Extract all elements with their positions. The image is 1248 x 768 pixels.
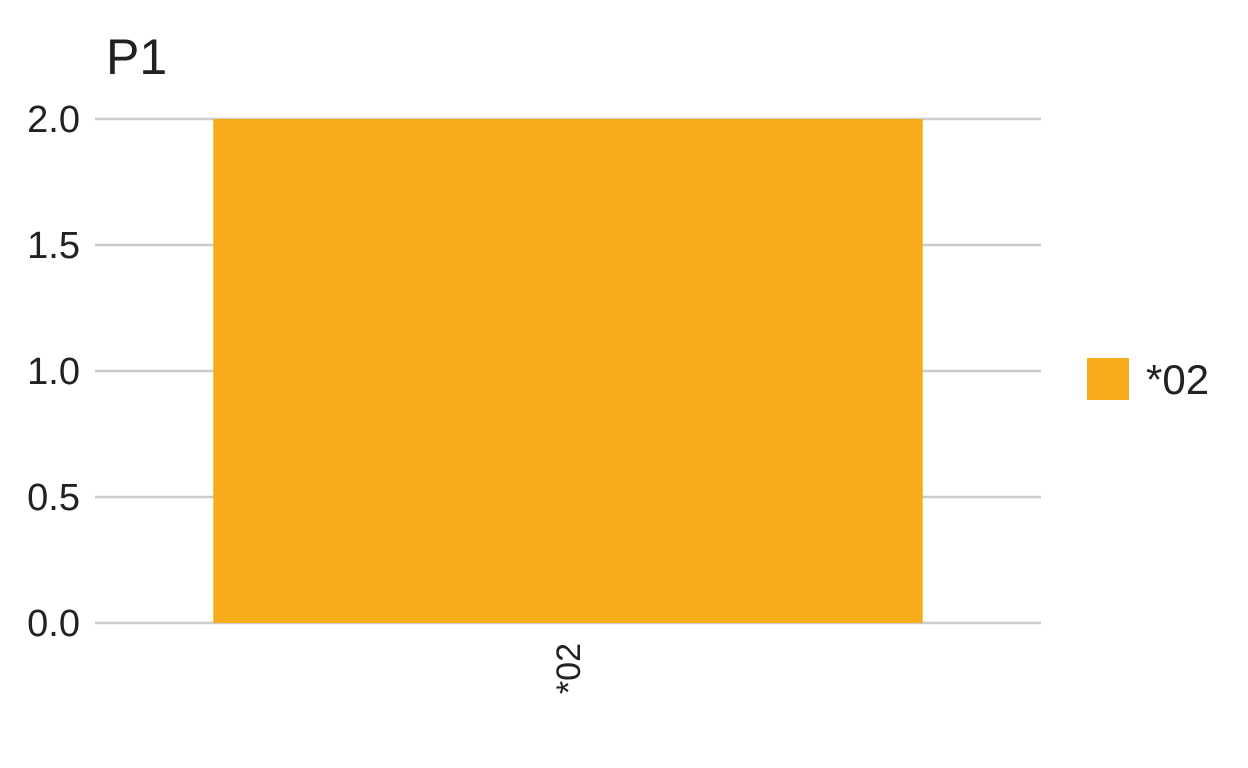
x-axis: *02	[550, 643, 588, 694]
legend-label: *02	[1146, 356, 1209, 403]
legend-swatch	[1087, 358, 1129, 400]
legend: *02	[1087, 356, 1209, 403]
y-tick-label: 0.5	[27, 477, 80, 519]
y-axis: 0.0 0.5 1.0 1.5 2.0	[27, 99, 80, 645]
y-tick-label: 1.5	[27, 225, 80, 267]
chart-title: P1	[106, 29, 167, 85]
y-tick-label: 2.0	[27, 99, 80, 141]
y-tick-label: 1.0	[27, 351, 80, 393]
bar	[213, 119, 923, 623]
x-tick-label: *02	[550, 643, 588, 694]
y-tick-label: 0.0	[27, 603, 80, 645]
bars	[213, 119, 923, 623]
